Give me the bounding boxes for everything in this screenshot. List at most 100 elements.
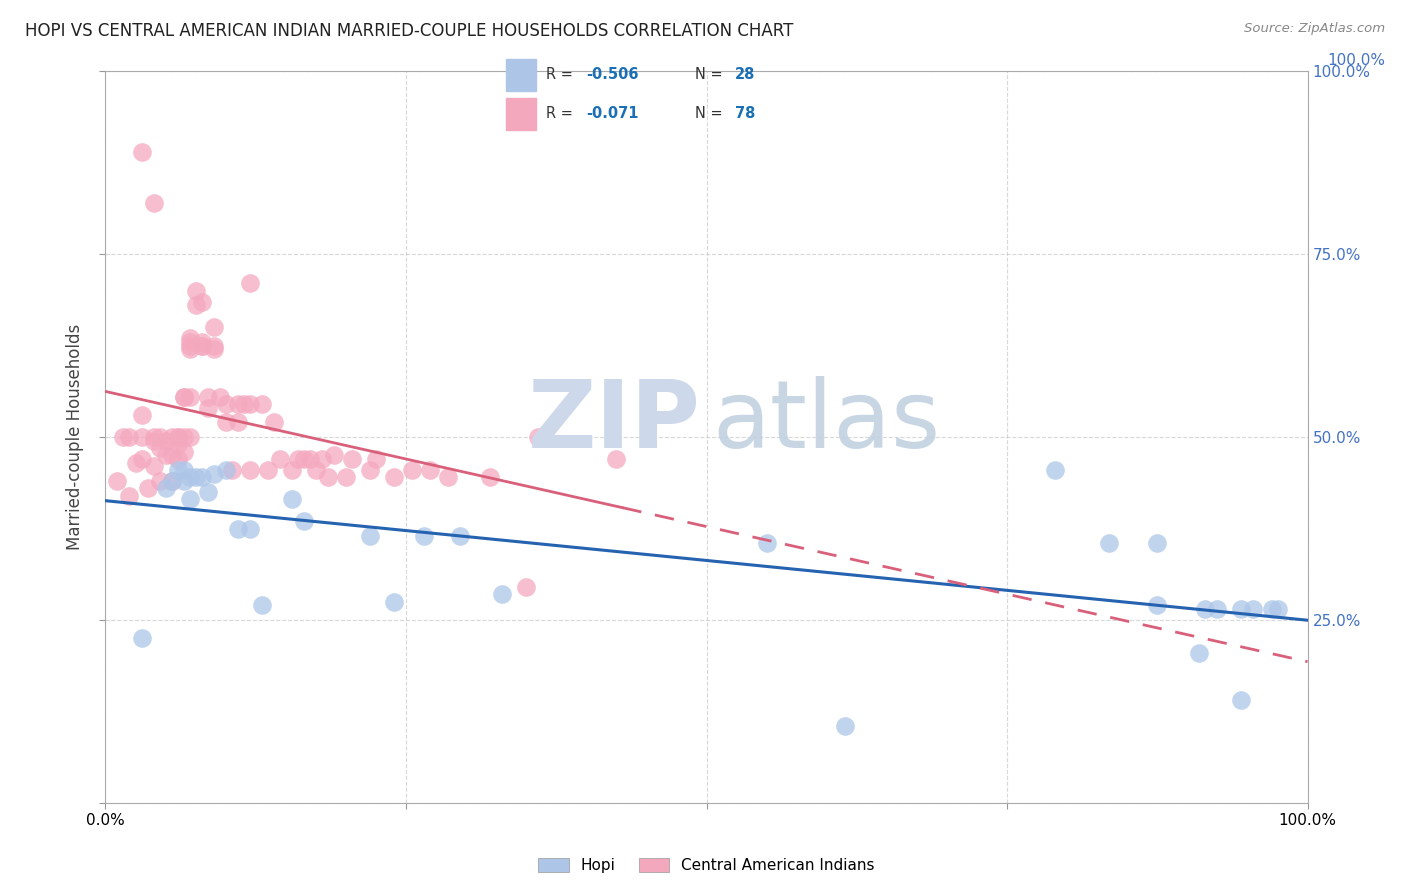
Point (1146, 599, 1168, 613)
Point (305, 463, 328, 477)
Point (250, 599, 273, 613)
Point (173, 463, 195, 477)
Point (118, 489, 141, 503)
Point (173, 444, 195, 458)
Text: 78: 78 (735, 106, 755, 121)
Point (190, 294, 212, 309)
Point (232, 397, 254, 411)
Point (401, 463, 423, 477)
Point (160, 474, 183, 488)
Point (239, 277, 262, 291)
Point (148, 441, 170, 455)
Point (214, 416, 236, 430)
Point (491, 587, 513, 601)
Text: ZIP: ZIP (527, 376, 700, 468)
Point (292, 514, 315, 528)
Point (239, 463, 262, 477)
Point (197, 390, 219, 404)
Point (112, 430, 135, 444)
Point (364, 452, 387, 467)
Point (184, 298, 207, 312)
Point (1206, 602, 1229, 616)
Point (515, 580, 537, 594)
Point (221, 463, 243, 477)
Point (179, 331, 201, 345)
Point (239, 397, 262, 411)
Point (148, 430, 170, 444)
Point (179, 334, 201, 349)
Point (131, 145, 153, 159)
Point (202, 467, 225, 481)
Point (1230, 693, 1253, 707)
Point (173, 430, 195, 444)
Y-axis label: Married-couple Households: Married-couple Households (66, 324, 84, 550)
Point (142, 196, 165, 211)
Point (190, 470, 212, 484)
Point (449, 529, 471, 543)
Point (1230, 602, 1253, 616)
Text: HOPI VS CENTRAL AMERICAN INDIAN MARRIED-COUPLE HOUSEHOLDS CORRELATION CHART: HOPI VS CENTRAL AMERICAN INDIAN MARRIED-… (25, 22, 793, 40)
Point (179, 492, 201, 507)
Point (479, 470, 502, 484)
Point (179, 338, 201, 352)
Point (166, 437, 188, 451)
Point (605, 452, 627, 467)
Point (226, 521, 249, 535)
Point (136, 481, 159, 495)
Point (256, 463, 278, 477)
Point (190, 338, 212, 352)
FancyBboxPatch shape (506, 59, 536, 91)
Point (142, 434, 165, 448)
Point (173, 390, 195, 404)
Point (1243, 602, 1265, 616)
Point (413, 529, 436, 543)
Point (419, 463, 441, 477)
Text: N =: N = (695, 67, 727, 82)
Text: R =: R = (546, 106, 578, 121)
Point (269, 452, 291, 467)
Point (160, 430, 183, 444)
Point (208, 390, 231, 404)
Point (239, 521, 262, 535)
Point (131, 408, 153, 422)
Point (316, 470, 339, 484)
Text: -0.506: -0.506 (586, 67, 640, 82)
Point (166, 463, 188, 477)
Point (197, 401, 219, 415)
Point (142, 430, 165, 444)
Point (107, 474, 129, 488)
Point (148, 474, 170, 488)
Point (142, 459, 165, 474)
Point (131, 430, 153, 444)
Point (340, 452, 363, 467)
Point (214, 463, 236, 477)
Point (834, 719, 856, 733)
Point (160, 474, 183, 488)
Point (298, 452, 321, 467)
Legend: Hopi, Central American Indians: Hopi, Central American Indians (531, 852, 882, 880)
Point (179, 430, 201, 444)
Text: atlas: atlas (713, 376, 941, 468)
Point (263, 416, 285, 430)
Point (311, 452, 333, 467)
Point (437, 470, 460, 484)
Point (190, 334, 212, 349)
Point (202, 343, 225, 357)
Point (184, 470, 207, 484)
Point (166, 430, 188, 444)
Point (197, 485, 219, 500)
Point (287, 452, 309, 467)
Point (1194, 602, 1216, 616)
Point (226, 397, 249, 411)
Point (281, 463, 304, 477)
Point (382, 470, 405, 484)
Point (131, 452, 153, 467)
Point (173, 390, 195, 404)
Point (1098, 536, 1121, 550)
Point (179, 390, 201, 404)
Point (359, 463, 381, 477)
FancyBboxPatch shape (506, 97, 536, 130)
Point (179, 470, 201, 484)
Point (359, 529, 381, 543)
Point (382, 594, 405, 608)
